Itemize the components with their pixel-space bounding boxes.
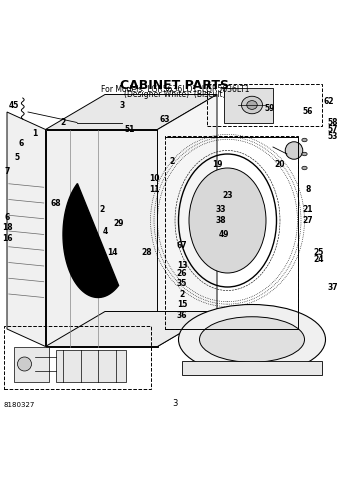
Text: 51: 51 xyxy=(124,125,135,134)
Text: 3: 3 xyxy=(120,100,125,110)
Polygon shape xyxy=(46,312,217,346)
Text: 2: 2 xyxy=(78,199,83,208)
Text: 3: 3 xyxy=(172,399,178,408)
Text: 14: 14 xyxy=(107,247,117,256)
Bar xyxy=(14,346,49,382)
Polygon shape xyxy=(46,95,217,129)
Text: 2: 2 xyxy=(179,289,185,298)
Bar xyxy=(206,84,322,126)
Text: (Designer White)  (Biscuit): (Designer White) (Biscuit) xyxy=(124,90,226,99)
Text: 7: 7 xyxy=(4,167,10,176)
Bar xyxy=(4,326,150,388)
Text: 38: 38 xyxy=(215,216,226,225)
Text: 10: 10 xyxy=(149,174,159,183)
Text: 20: 20 xyxy=(275,160,285,169)
Ellipse shape xyxy=(302,152,307,156)
Polygon shape xyxy=(158,95,217,346)
Text: 15: 15 xyxy=(177,300,187,309)
Ellipse shape xyxy=(189,168,266,273)
Ellipse shape xyxy=(199,317,304,362)
Text: 67: 67 xyxy=(177,241,187,250)
Text: 45: 45 xyxy=(9,100,19,110)
Polygon shape xyxy=(46,129,158,346)
Text: 5: 5 xyxy=(15,153,20,162)
Text: 18: 18 xyxy=(2,223,12,232)
Ellipse shape xyxy=(178,304,326,374)
Ellipse shape xyxy=(18,357,32,371)
Ellipse shape xyxy=(241,96,262,114)
Bar xyxy=(224,87,273,123)
Ellipse shape xyxy=(302,138,307,142)
Text: 27: 27 xyxy=(303,216,313,225)
Text: 2: 2 xyxy=(99,205,104,214)
Text: 8: 8 xyxy=(305,185,311,194)
Text: 13: 13 xyxy=(177,261,187,270)
Text: 8180327: 8180327 xyxy=(4,402,35,408)
Text: 35: 35 xyxy=(177,279,187,288)
Text: 2: 2 xyxy=(60,118,66,127)
Text: 68: 68 xyxy=(51,199,61,208)
Text: 24: 24 xyxy=(313,255,324,264)
Text: 23: 23 xyxy=(222,191,233,200)
Text: CABINET PARTS: CABINET PARTS xyxy=(120,79,230,92)
Text: 19: 19 xyxy=(212,160,222,169)
Text: 29: 29 xyxy=(114,219,124,228)
Bar xyxy=(56,350,126,382)
Text: 26: 26 xyxy=(177,269,187,278)
Text: 6: 6 xyxy=(4,213,10,222)
Text: 57: 57 xyxy=(327,125,338,134)
Text: 59: 59 xyxy=(264,104,275,113)
Text: 58: 58 xyxy=(327,118,338,127)
Polygon shape xyxy=(7,112,46,346)
Polygon shape xyxy=(182,360,322,374)
Bar xyxy=(164,137,298,329)
Text: For Models: LGR5636LQ1, LGR5636LT1: For Models: LGR5636LQ1, LGR5636LT1 xyxy=(101,85,249,94)
Text: 6: 6 xyxy=(18,139,24,148)
Text: 63: 63 xyxy=(159,114,170,124)
Text: 53: 53 xyxy=(327,132,338,141)
Ellipse shape xyxy=(247,100,257,109)
Text: 1: 1 xyxy=(32,128,38,138)
Text: 33: 33 xyxy=(215,205,226,214)
Text: 49: 49 xyxy=(219,230,229,239)
Text: 36: 36 xyxy=(177,311,187,319)
Text: 21: 21 xyxy=(303,205,313,214)
Text: 56: 56 xyxy=(303,108,313,116)
Text: 25: 25 xyxy=(313,247,324,256)
Text: 16: 16 xyxy=(2,233,12,242)
Text: 2: 2 xyxy=(169,156,174,166)
Ellipse shape xyxy=(285,142,303,159)
Text: 62: 62 xyxy=(324,97,334,106)
Text: 11: 11 xyxy=(149,185,159,194)
Polygon shape xyxy=(63,184,119,298)
Text: 28: 28 xyxy=(142,247,152,256)
Text: 4: 4 xyxy=(102,227,108,236)
Text: 37: 37 xyxy=(327,283,338,292)
Ellipse shape xyxy=(302,166,307,170)
